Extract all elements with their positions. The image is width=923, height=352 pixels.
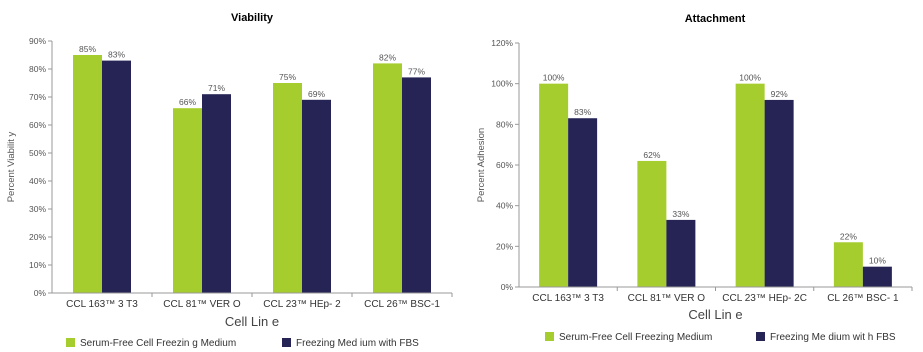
attachment-x-axis-title: Cell Lin e	[688, 307, 742, 322]
viability-legend-label: Serum-Free Cell Freezin g Medium	[80, 338, 236, 349]
viability-y-tick-label: 60%	[29, 120, 46, 130]
attachment-data-label: 92%	[771, 89, 788, 99]
attachment-data-label: 33%	[672, 209, 689, 219]
attachment-bar-series2	[862, 266, 892, 287]
attachment-y-axis-title: Percent Adhesion	[476, 128, 487, 202]
viability-legend-swatch	[66, 338, 75, 347]
viability-category-label: CCL 23™ HEp- 2	[263, 299, 341, 310]
viability-legend-label: Freezing Med ium with FBS	[296, 338, 419, 349]
viability-category-label: CCL 81™ VER O	[163, 299, 241, 310]
attachment-legend-label: Freezing Me dium wit h FBS	[770, 332, 896, 343]
viability-y-tick-label: 80%	[29, 64, 46, 74]
attachment-data-label: 100%	[543, 73, 565, 83]
viability-y-tick-label: 50%	[29, 148, 46, 158]
viability-y-tick-label: 90%	[29, 36, 46, 46]
attachment-y-tick-label: 0%	[501, 282, 514, 292]
attachment-category-label: CCL 163™ 3 T3	[532, 293, 604, 304]
attachment-y-tick-label: 20%	[496, 241, 513, 251]
viability-data-label: 82%	[379, 52, 396, 62]
attachment-category-label: CCL 81™ VER O	[628, 293, 706, 304]
viability-category-label: CCL 163™ 3 T3	[66, 299, 138, 310]
viability-x-axis-title: Cell Lin e	[225, 314, 279, 329]
attachment-legend-label: Serum-Free Cell Freezing Medium	[559, 332, 712, 343]
viability-y-tick-label: 70%	[29, 92, 46, 102]
viability-bar-series1	[373, 63, 402, 294]
attachment-bar-series1	[539, 83, 569, 288]
attachment-y-tick-label: 100%	[491, 79, 513, 89]
viability-y-tick-label: 0%	[34, 288, 47, 298]
attachment-data-label: 83%	[574, 107, 591, 117]
attachment-bar-series1	[637, 160, 667, 287]
attachment-legend-swatch	[545, 332, 554, 341]
viability-y-tick-label: 20%	[29, 232, 46, 242]
viability-bar-series1	[73, 55, 102, 293]
viability-data-label: 83%	[108, 50, 125, 60]
attachment-y-tick-label: 60%	[496, 160, 513, 170]
attachment-bar-series2	[764, 99, 794, 287]
viability-y-tick-label: 10%	[29, 260, 46, 270]
attachment-title: Attachment	[685, 13, 746, 25]
attachment-bar-series2	[568, 118, 598, 287]
viability-data-label: 85%	[79, 44, 96, 54]
viability-category-label: CCL 26™ BSC-1	[364, 299, 440, 310]
attachment-y-tick-label: 120%	[491, 38, 513, 48]
viability-bar-series1	[273, 83, 302, 293]
viability-data-label: 66%	[179, 97, 196, 107]
attachment-legend-swatch	[756, 332, 765, 341]
viability-data-label: 75%	[279, 72, 296, 82]
attachment-data-label: 62%	[643, 150, 660, 160]
attachment-bar-series1	[735, 83, 765, 288]
viability-bar-series2	[302, 99, 331, 293]
attachment-category-label: CCL 23™ HEp- 2C	[722, 293, 807, 304]
attachment-bar-series1	[833, 242, 863, 287]
viability-bar-series2	[402, 77, 431, 294]
viability-legend-swatch	[282, 338, 291, 347]
viability-bar-series2	[102, 60, 131, 293]
viability-data-label: 71%	[208, 83, 225, 93]
viability-data-label: 69%	[308, 89, 325, 99]
attachment-y-tick-label: 40%	[496, 201, 513, 211]
viability-y-tick-label: 30%	[29, 204, 46, 214]
attachment-category-label: CL 26™ BSC- 1	[827, 293, 899, 304]
viability-bar-series2	[202, 94, 231, 293]
viability-data-label: 77%	[408, 66, 425, 76]
viability-y-tick-label: 40%	[29, 176, 46, 186]
attachment-data-label: 100%	[739, 73, 761, 83]
attachment-data-label: 10%	[869, 256, 886, 266]
viability-y-axis-title: Percent Viabilit y	[6, 131, 17, 202]
viability-bar-series1	[173, 108, 202, 293]
attachment-data-label: 22%	[840, 231, 857, 241]
attachment-bar-series2	[666, 219, 696, 287]
attachment-y-tick-label: 80%	[496, 119, 513, 129]
viability-title: Viability	[231, 12, 274, 24]
